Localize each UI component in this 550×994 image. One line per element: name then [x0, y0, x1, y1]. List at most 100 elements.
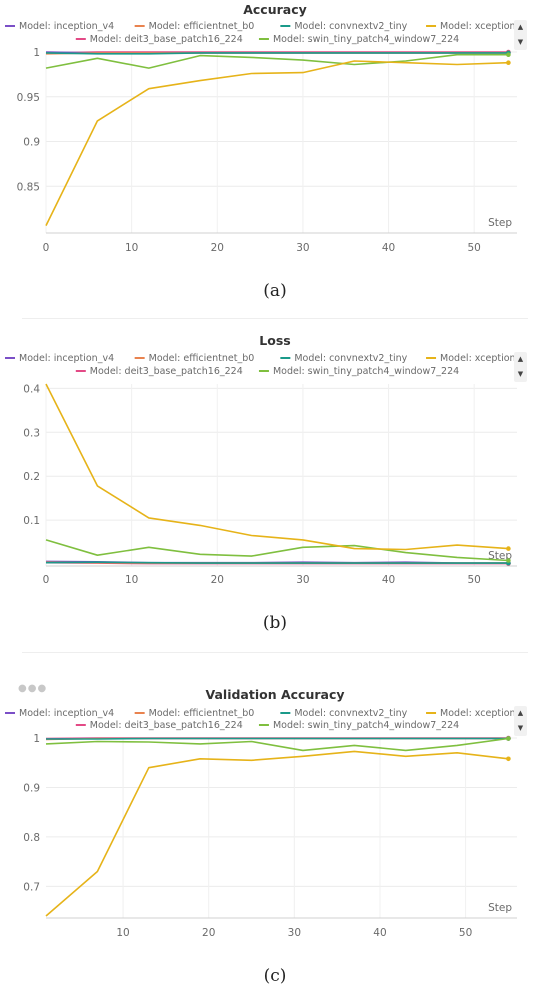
legend-label: Model: swin_tiny_patch4_window7_224: [273, 720, 459, 731]
series-end-point: [506, 52, 511, 57]
legend-label: Model: efficientnet_b0: [149, 353, 255, 364]
legend-item[interactable]: Model: xception41: [426, 708, 528, 719]
chart-title: Accuracy: [243, 2, 307, 17]
y-tick-label: 0.9: [23, 137, 40, 149]
legend-item[interactable]: Model: inception_v4: [5, 708, 114, 719]
legend-scroll-down-icon[interactable]: ▼: [517, 38, 524, 46]
loss-chart-svg: Loss Model: inception_v4 Model: efficientn…: [5, 333, 528, 586]
legend-item[interactable]: Model: deit3_base_patch16_224: [75, 720, 243, 731]
legend-scroll-up-icon[interactable]: ▲: [517, 709, 524, 717]
series-end-point: [506, 546, 511, 551]
legend-item[interactable]: Model: efficientnet_b0: [134, 21, 255, 32]
x-tick-label: 40: [373, 927, 386, 939]
legend-label: Model: convnextv2_tiny: [294, 708, 407, 719]
legend-label: Model: efficientnet_b0: [149, 708, 255, 719]
series-line[interactable]: [45, 52, 509, 55]
x-tick-label: 0: [43, 574, 50, 586]
x-tick-label: 30: [296, 242, 309, 254]
series-end-point: [506, 756, 511, 762]
series-line[interactable]: [46, 737, 509, 740]
series-line[interactable]: [45, 737, 509, 752]
legend-label: Model: deit3_base_patch16_224: [90, 366, 243, 377]
legend-item[interactable]: Model: convnextv2_tiny: [280, 21, 408, 32]
x-tick-label: 20: [211, 242, 224, 254]
legend-label: Model: efficientnet_b0: [149, 21, 255, 32]
legend-scroll-control[interactable]: ▲ ▼: [514, 20, 527, 50]
y-tick-label: 0.4: [23, 383, 40, 395]
caption-c: (c): [263, 966, 287, 986]
legend-item[interactable]: Model: efficientnet_b0: [134, 353, 255, 364]
series-line[interactable]: [45, 750, 509, 917]
legend-label: Model: convnextv2_tiny: [294, 353, 407, 364]
accuracy-chart-svg: Accuracy Model: inception_v4 Model: effici…: [5, 2, 528, 254]
legend-scroll-control[interactable]: ▲ ▼: [514, 706, 527, 736]
series-line[interactable]: [45, 53, 509, 69]
chart-panel-validation-accuracy: Validation Accuracy Model: inception_v4 Mo…: [0, 674, 550, 964]
legend-scroll-up-icon[interactable]: ▲: [517, 355, 524, 363]
legend-item[interactable]: Model: convnextv2_tiny: [280, 708, 408, 719]
legend-label: Model: deit3_base_patch16_224: [90, 720, 243, 731]
x-tick-label: 50: [467, 242, 480, 254]
legend-label: Model: xception41: [440, 21, 528, 32]
legend-scroll-down-icon[interactable]: ▼: [517, 370, 524, 378]
caption-b: (b): [262, 613, 288, 633]
series-end-point: [506, 60, 511, 65]
legend-item[interactable]: Model: efficientnet_b0: [134, 708, 255, 719]
series-line[interactable]: [45, 539, 509, 562]
legend-scroll-control[interactable]: ▲ ▼: [514, 352, 527, 382]
legend-label: Model: swin_tiny_patch4_window7_224: [273, 366, 459, 377]
series-line[interactable]: [45, 383, 509, 551]
x-tick-label: 30: [288, 927, 301, 939]
y-tick-label: 1: [33, 47, 40, 59]
series-line[interactable]: [45, 60, 509, 226]
x-tick-label: 10: [116, 927, 129, 939]
y-tick-label: 0.95: [17, 92, 40, 104]
legend-label: Model: convnextv2_tiny: [294, 21, 407, 32]
legend-label: Model: inception_v4: [19, 708, 114, 719]
divider: [22, 318, 528, 319]
x-tick-label: 40: [382, 574, 395, 586]
legend-scroll-down-icon[interactable]: ▼: [517, 724, 524, 732]
legend-item[interactable]: Model: xception41: [426, 353, 528, 364]
legend-item[interactable]: Model: swin_tiny_patch4_window7_224: [258, 720, 459, 731]
legend-label: Model: xception41: [440, 353, 528, 364]
legend-label: Model: deit3_base_patch16_224: [90, 34, 243, 45]
x-axis-label: Step: [488, 217, 512, 229]
y-tick-label: 1: [33, 733, 40, 745]
chart-title: Validation Accuracy: [205, 687, 344, 702]
y-tick-label: 0.8: [23, 832, 40, 844]
x-tick-label: 10: [125, 574, 138, 586]
x-tick-label: 20: [202, 927, 215, 939]
legend-item[interactable]: Model: inception_v4: [5, 21, 114, 32]
series-line[interactable]: [45, 561, 509, 564]
x-tick-label: 0: [43, 242, 50, 254]
y-tick-label: 0.7: [23, 881, 40, 893]
legend-item[interactable]: Model: deit3_base_patch16_224: [75, 34, 243, 45]
x-tick-label: 10: [125, 242, 138, 254]
legend-item[interactable]: Model: swin_tiny_patch4_window7_224: [258, 34, 459, 45]
legend-item[interactable]: Model: convnextv2_tiny: [280, 353, 408, 364]
divider: [22, 652, 528, 653]
x-tick-label: 50: [459, 927, 472, 939]
legend-scroll-up-icon[interactable]: ▲: [517, 23, 524, 31]
y-tick-label: 0.3: [23, 427, 40, 439]
legend-item[interactable]: Model: inception_v4: [5, 353, 114, 364]
series-end-point: [506, 736, 511, 741]
legend-item[interactable]: Model: xception41: [426, 21, 528, 32]
legend-label: Model: swin_tiny_patch4_window7_224: [273, 34, 459, 45]
caption-a: (a): [263, 281, 287, 301]
legend-item[interactable]: Model: swin_tiny_patch4_window7_224: [258, 366, 459, 377]
legend-label: Model: inception_v4: [19, 21, 114, 32]
y-tick-label: 0.9: [23, 782, 40, 794]
panel-menu-dots-icon[interactable]: ●●●: [18, 683, 48, 694]
chart-panel-accuracy: Accuracy Model: inception_v4 Model: effici…: [0, 0, 550, 285]
y-tick-label: 0.2: [23, 471, 40, 483]
series-line[interactable]: [45, 51, 509, 54]
y-tick-label: 0.85: [17, 181, 40, 193]
x-tick-label: 50: [467, 574, 480, 586]
x-axis-label: Step: [488, 902, 512, 914]
legend-label: Model: inception_v4: [19, 353, 114, 364]
legend-item[interactable]: Model: deit3_base_patch16_224: [75, 366, 243, 377]
x-tick-label: 30: [296, 574, 309, 586]
chart-panel-loss: Loss Model: inception_v4 Model: efficientn…: [0, 328, 550, 613]
